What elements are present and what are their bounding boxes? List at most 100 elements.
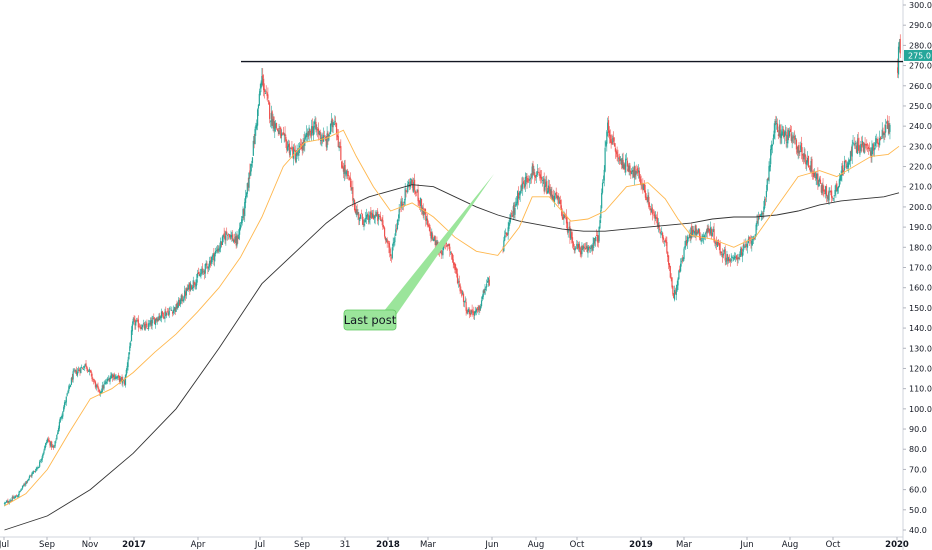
candle-body [529, 178, 532, 180]
candle-body [185, 288, 187, 296]
ma-fast-path [4, 129, 900, 507]
candle-body [68, 386, 70, 391]
candle-body [235, 236, 237, 246]
candle-body [305, 132, 308, 137]
candle-body [238, 234, 240, 239]
candle-body [871, 147, 873, 157]
candle-body [735, 255, 737, 260]
candle-body [555, 191, 557, 196]
candle-body [613, 137, 615, 141]
candle-body [607, 122, 609, 131]
candle-body [885, 124, 887, 133]
candle-body [243, 209, 245, 215]
candle-body [154, 319, 156, 325]
candle-body [211, 256, 213, 263]
candle-body [752, 237, 754, 241]
candle-body [288, 143, 290, 154]
candle-body [130, 330, 133, 342]
candle-body [244, 195, 247, 203]
candle-body [526, 175, 528, 183]
candle-body [263, 88, 266, 93]
candle-body [295, 157, 297, 162]
candle-body [199, 273, 201, 277]
candle-body [541, 176, 543, 180]
candle-body [253, 141, 255, 143]
candle-body [776, 123, 779, 133]
candle-body [361, 213, 363, 220]
candle-body [876, 138, 878, 140]
candle-body [469, 312, 471, 316]
candle-body [200, 272, 202, 274]
candle-body [27, 480, 29, 482]
candle-body [570, 231, 572, 240]
candle-body [201, 268, 203, 274]
candle-body [574, 248, 576, 251]
candle-body [41, 456, 43, 460]
candle-body [169, 308, 171, 310]
candle-body [62, 411, 64, 417]
candle-body [553, 196, 555, 202]
candle-body [819, 178, 821, 182]
x-tick-label: 2018 [376, 540, 400, 550]
candle-body [310, 132, 312, 137]
y-tick-label: 240.0 [909, 122, 932, 131]
candle-body [583, 247, 586, 248]
candle-body [627, 168, 629, 173]
candle-body [148, 323, 150, 330]
candle-body [835, 184, 837, 192]
candle-body [390, 253, 392, 257]
candle-body [161, 311, 163, 315]
candle-body [819, 179, 822, 184]
y-tick-label: 140.0 [909, 324, 932, 333]
last-post-callout[interactable]: Last post [343, 174, 494, 331]
candle-body [409, 181, 411, 188]
y-tick-label: 230.0 [909, 142, 932, 151]
candle-body [675, 289, 677, 295]
candle-body [561, 210, 563, 218]
candle-body [423, 210, 425, 215]
candle-body [889, 124, 891, 132]
candle-body [536, 171, 538, 175]
candle-body [218, 248, 220, 251]
candle-body [623, 164, 625, 169]
candle-body [825, 186, 827, 195]
candle-body [292, 147, 294, 158]
candle-body [263, 78, 265, 91]
candle-body [669, 266, 671, 278]
candle-body [704, 233, 707, 235]
candle-body [277, 129, 279, 133]
candle-body [375, 214, 377, 217]
candle-body [366, 214, 369, 217]
candle-body [763, 206, 765, 213]
candle-body [849, 151, 852, 162]
candle-body [236, 235, 238, 246]
candle-body [485, 286, 487, 288]
candle-body [592, 242, 594, 251]
y-tick-label: 60.0 [909, 486, 927, 495]
candle-body [848, 159, 850, 166]
candle-body [435, 240, 437, 246]
candle-body [679, 268, 681, 272]
candle-body [362, 219, 364, 225]
x-tick-label: Nov [82, 540, 99, 550]
candle-body [330, 120, 332, 125]
candle-body [811, 158, 813, 171]
candle-body [746, 245, 748, 247]
x-tick-label: Aug [782, 540, 799, 550]
candle-body [252, 140, 254, 156]
candle-body [863, 145, 865, 154]
candle-body [867, 147, 869, 149]
candle-body [602, 182, 604, 184]
candle-body [124, 380, 126, 385]
candle-body [289, 150, 291, 156]
candle-body [270, 112, 272, 123]
candle-body [117, 375, 119, 379]
candle-body [466, 310, 468, 313]
candle-body [712, 230, 714, 232]
candle-body [804, 153, 806, 157]
candle-body [762, 213, 764, 215]
candle-body [683, 248, 685, 260]
candle-body [183, 298, 185, 302]
candle-body [439, 251, 441, 253]
